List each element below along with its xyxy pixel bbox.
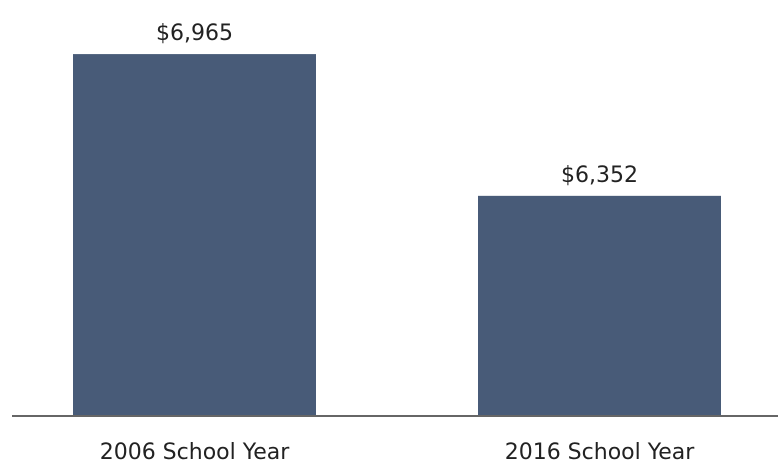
bars-group [73,54,721,416]
category-labels-group: 2006 School Year 2016 School Year [100,440,696,465]
category-label-2: 2016 School Year [505,440,696,465]
value-label-1: $6,965 [156,21,233,46]
value-label-2: $6,352 [561,163,638,188]
bar-1 [73,54,316,416]
bar-2 [478,195,721,416]
category-label-1: 2006 School Year [100,440,291,465]
value-labels-group: $6,965 $6,352 [156,21,638,188]
